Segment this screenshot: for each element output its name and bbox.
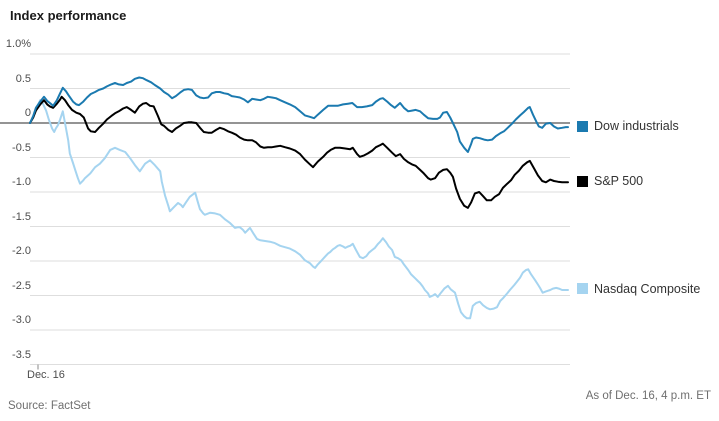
- y-tick-label: -3.5: [12, 348, 31, 361]
- as-of-note: As of Dec. 16, 4 p.m. ET: [585, 390, 711, 402]
- legend-swatch-icon: [577, 175, 588, 187]
- y-tick-label: -2.5: [12, 279, 31, 292]
- y-tick-label: 1.0%: [5, 38, 31, 50]
- sp500-line: [29, 95, 569, 209]
- x-axis-label: Dec. 16: [27, 369, 65, 381]
- chart-title: Index performance: [10, 8, 127, 23]
- legend-swatch-icon: [577, 283, 588, 295]
- source-note: Source: FactSet: [8, 400, 91, 412]
- y-tick-label: -2.0: [12, 245, 31, 257]
- legend-item: Nasdaq Composite: [577, 282, 700, 296]
- legend-item: S&P 500: [577, 174, 643, 188]
- y-tick-label: -1.0: [12, 176, 31, 188]
- y-tick-label: -3.0: [12, 314, 31, 326]
- legend-label: S&P 500: [594, 174, 644, 189]
- dow-industrials-line: [29, 76, 569, 153]
- legend-item: Dow industrials: [577, 119, 679, 133]
- legend-label: Nasdaq Composite: [594, 281, 701, 296]
- nasdaq-composite-line: [29, 99, 569, 320]
- legend-swatch-icon: [577, 120, 588, 132]
- y-tick-label: 0: [24, 107, 31, 119]
- y-tick-label: -0.5: [12, 141, 31, 154]
- legend-label: Dow industrials: [594, 119, 679, 134]
- y-tick-label: -1.5: [12, 210, 31, 223]
- y-tick-label: 0.5: [15, 72, 31, 85]
